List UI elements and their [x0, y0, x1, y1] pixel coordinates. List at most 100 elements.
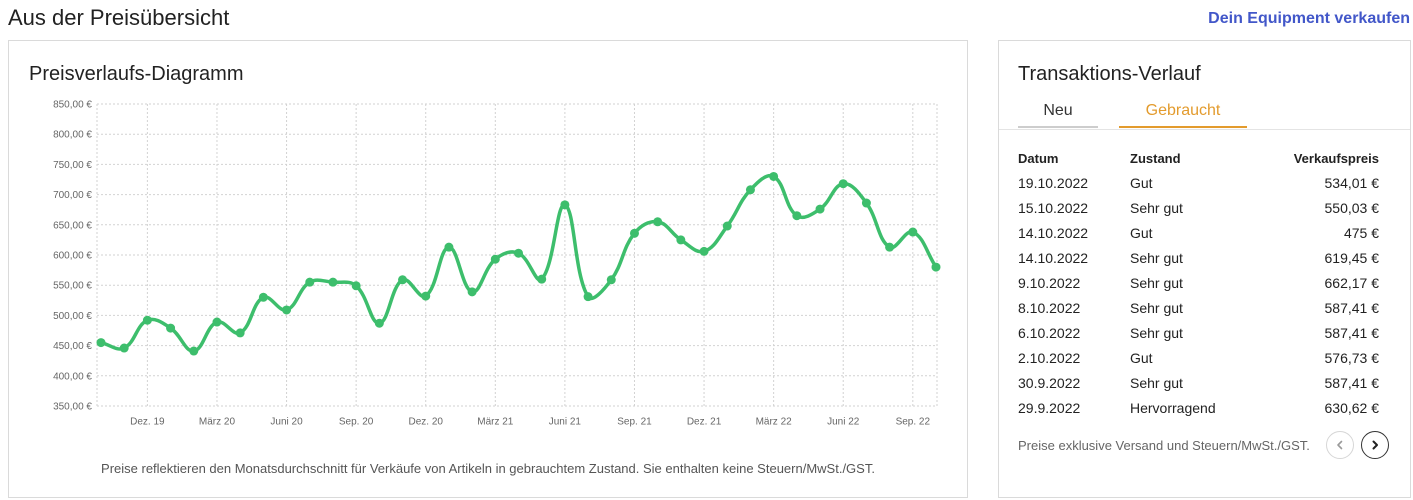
cell-date: 6.10.2022: [1018, 325, 1081, 341]
cell-date: 19.10.2022: [1018, 175, 1089, 191]
table-row: 30.9.2022 Sehr gut 587,41 €: [1018, 371, 1379, 396]
cell-price: 630,62 €: [1324, 400, 1380, 416]
data-point: [444, 242, 454, 252]
table-header: Datum Zustand Verkaufspreis: [1018, 146, 1379, 171]
chart-axis-labels: 850,00 € 800,00 € 750,00 € 700,00 € 650,00 €…: [53, 100, 930, 428]
cell-price: 619,45 €: [1324, 250, 1380, 266]
data-point: [305, 277, 315, 287]
x-tick-label: März 20: [199, 417, 236, 428]
cell-date: 2.10.2022: [1018, 350, 1081, 366]
cell-date: 8.10.2022: [1018, 300, 1081, 316]
data-point: [514, 248, 523, 258]
cell-price: 534,01 €: [1324, 175, 1380, 191]
data-point: [374, 318, 384, 328]
sell-equipment-link[interactable]: Dein Equipment verkaufen: [1208, 10, 1410, 27]
data-point: [421, 291, 431, 301]
column-header-condition: Zustand: [1130, 151, 1181, 166]
transactions-table: Datum Zustand Verkaufspreis 19.10.2022 G…: [1018, 146, 1379, 421]
data-point: [815, 204, 825, 214]
cell-condition: Gut: [1130, 175, 1153, 191]
y-tick-label: 650,00 €: [53, 220, 92, 231]
transactions-card: Transaktions-Verlauf Neu Gebraucht Datum…: [998, 40, 1411, 498]
x-tick-label: Dez. 20: [408, 417, 443, 428]
tab-used[interactable]: Gebraucht: [1119, 100, 1247, 128]
chart-heading: Preisverlaufs-Diagramm: [29, 63, 244, 85]
cell-condition: Gut: [1130, 350, 1153, 366]
data-point: [119, 343, 129, 353]
x-tick-label: März 22: [756, 417, 793, 428]
table-row: 14.10.2022 Gut 475 €: [1018, 221, 1379, 246]
table-row: 6.10.2022 Sehr gut 587,41 €: [1018, 321, 1379, 346]
table-row: 14.10.2022 Sehr gut 619,45 €: [1018, 246, 1379, 271]
x-tick-label: Dez. 21: [687, 417, 722, 428]
cell-price: 587,41 €: [1324, 300, 1380, 316]
cell-condition: Sehr gut: [1130, 250, 1183, 266]
data-point: [96, 338, 106, 348]
tab-new[interactable]: Neu: [1018, 100, 1098, 128]
y-tick-label: 550,00 €: [53, 281, 92, 292]
cell-price: 550,03 €: [1324, 200, 1380, 216]
x-tick-label: Sep. 21: [617, 417, 652, 428]
data-point: [560, 200, 570, 210]
data-point: [328, 277, 338, 287]
cell-date: 9.10.2022: [1018, 275, 1081, 291]
data-point: [235, 328, 245, 338]
tab-divider: [999, 129, 1410, 130]
data-point: [166, 323, 176, 333]
cell-date: 14.10.2022: [1018, 225, 1089, 241]
y-tick-label: 450,00 €: [53, 341, 92, 352]
data-point: [351, 281, 361, 291]
data-point: [490, 254, 500, 264]
data-point: [722, 221, 732, 231]
price-note: Preise exklusive Versand und Steuern/MwS…: [1018, 438, 1310, 453]
data-point: [653, 217, 663, 227]
next-page-button[interactable]: [1361, 431, 1389, 459]
cell-price: 662,17 €: [1324, 275, 1380, 291]
x-tick-label: Sep. 20: [339, 417, 374, 428]
cell-condition: Sehr gut: [1130, 275, 1183, 291]
data-point: [931, 262, 941, 272]
cell-price: 475 €: [1343, 225, 1379, 241]
cell-condition: Sehr gut: [1130, 375, 1183, 391]
previous-page-button[interactable]: [1326, 431, 1354, 459]
cell-condition: Sehr gut: [1130, 300, 1183, 316]
y-tick-label: 750,00 €: [53, 160, 92, 171]
y-tick-label: 800,00 €: [53, 130, 92, 141]
cell-condition: Hervorragend: [1130, 400, 1216, 416]
table-row: 15.10.2022 Sehr gut 550,03 €: [1018, 196, 1379, 221]
data-point: [606, 275, 616, 285]
data-point: [282, 305, 292, 315]
cell-condition: Sehr gut: [1130, 200, 1183, 216]
x-tick-label: Juni 20: [270, 417, 303, 428]
table-row: 19.10.2022 Gut 534,01 €: [1018, 171, 1379, 196]
cell-date: 15.10.2022: [1018, 200, 1089, 216]
data-point: [676, 235, 686, 245]
x-tick-label: März 21: [477, 417, 514, 428]
data-point: [467, 287, 477, 297]
table-row: 9.10.2022 Sehr gut 662,17 €: [1018, 271, 1379, 296]
data-point: [189, 346, 199, 356]
data-point: [629, 228, 639, 238]
price-line: [99, 173, 938, 353]
data-point: [699, 246, 709, 256]
y-tick-label: 600,00 €: [53, 251, 92, 262]
data-points: [96, 171, 941, 356]
y-tick-label: 700,00 €: [53, 190, 92, 201]
cell-price: 587,41 €: [1324, 375, 1380, 391]
cell-date: 29.9.2022: [1018, 400, 1081, 416]
cell-condition: Gut: [1130, 225, 1153, 241]
data-point: [583, 292, 593, 302]
data-point: [745, 185, 755, 195]
x-tick-label: Juni 21: [549, 417, 582, 428]
data-point: [142, 315, 152, 325]
data-point: [792, 211, 802, 221]
y-tick-label: 350,00 €: [53, 402, 92, 413]
price-chart-card: Preisverlaufs-Diagramm 850,00 € 800,00 € 7…: [8, 40, 968, 498]
data-point: [838, 179, 848, 189]
data-point: [885, 242, 895, 252]
data-point: [908, 227, 918, 237]
x-tick-label: Dez. 19: [130, 417, 165, 428]
x-tick-label: Juni 22: [827, 417, 860, 428]
chevron-right-icon: [1372, 440, 1378, 450]
transactions-heading: Transaktions-Verlauf: [1018, 63, 1201, 85]
